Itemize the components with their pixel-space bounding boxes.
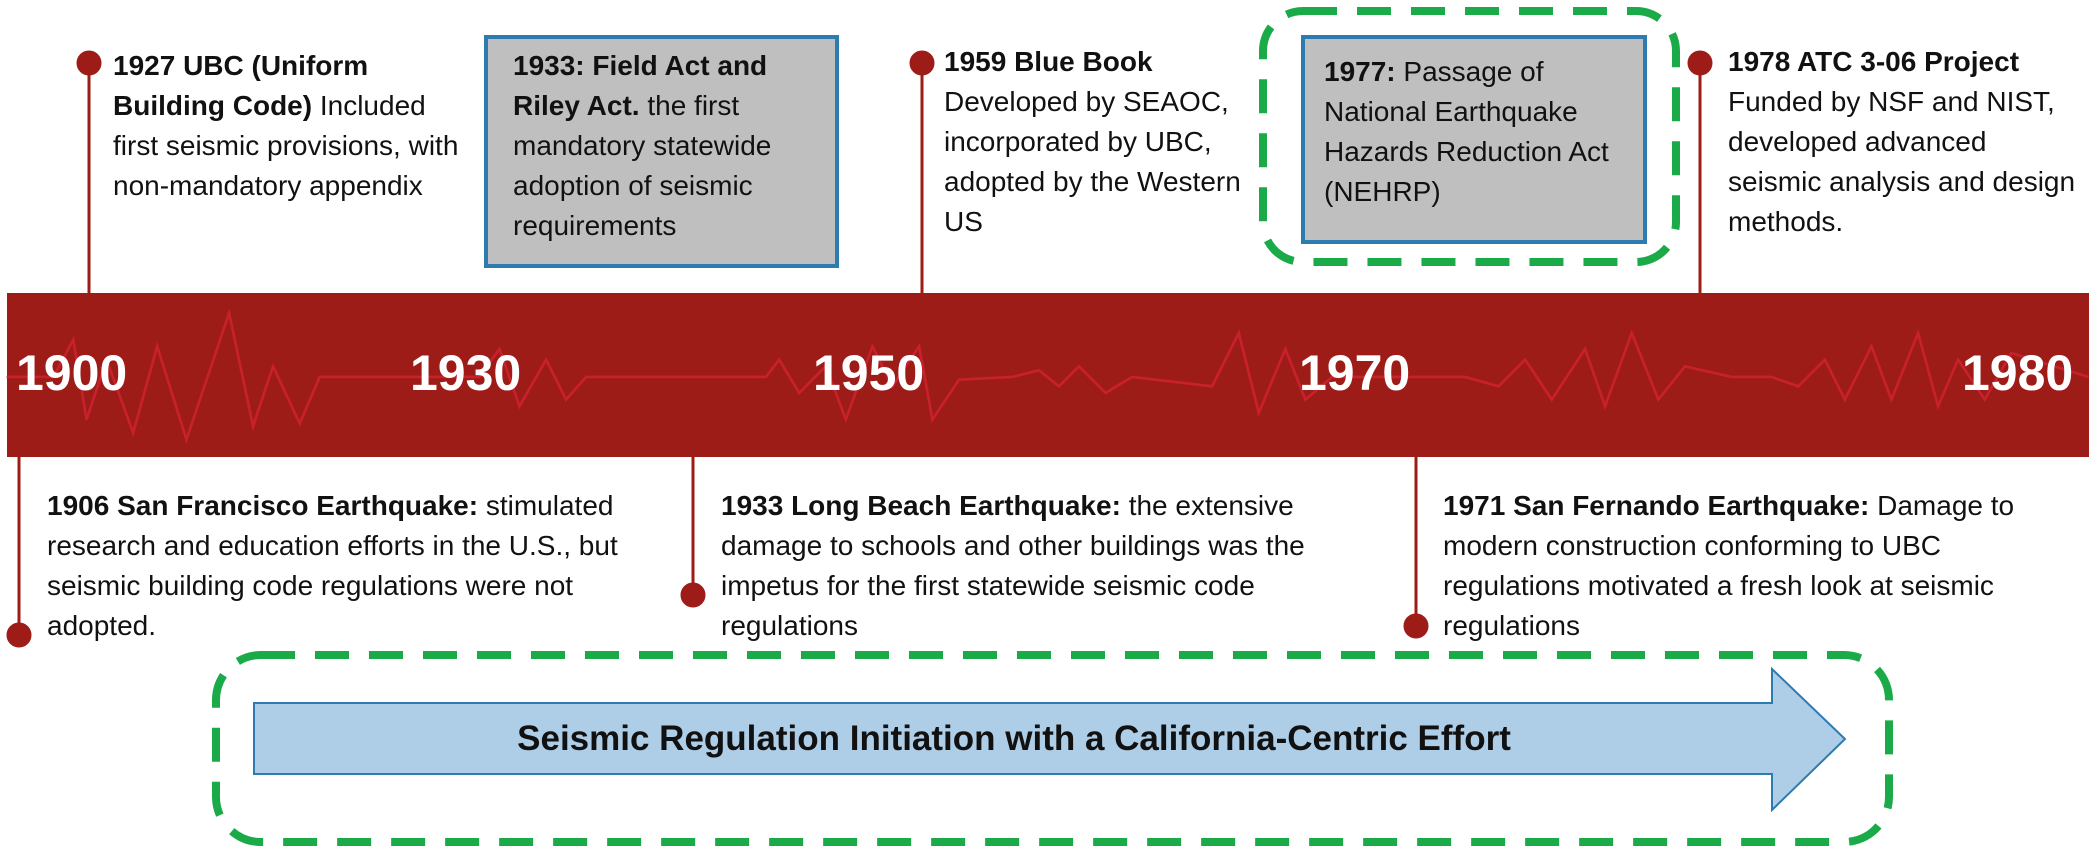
event-dot	[680, 582, 706, 608]
event-body: Developed by SEAOC, incorporated by UBC,…	[944, 86, 1241, 237]
event: 1977: Passage of National Earthquake Haz…	[1324, 52, 1634, 212]
arrow	[253, 666, 1847, 813]
event-body: stimulated research and education effort…	[47, 490, 618, 641]
event: 1906 San Francisco Earthquake: stimulate…	[47, 486, 677, 646]
year-label: 1970	[1299, 345, 1411, 401]
event-title: 1933 Long Beach Earthquake:	[721, 490, 1121, 521]
event-title: 1933: Field Act and Riley Act.	[513, 50, 768, 121]
year-label: 1980	[1962, 345, 2074, 401]
event: 1971 San Fernando Earthquake: Damage to …	[1443, 486, 2063, 646]
event: 1927 UBC (Uniform Building Code) Include…	[113, 46, 473, 206]
event-body: the extensive damage to schools and othe…	[721, 490, 1305, 641]
timeline-band	[7, 293, 2089, 457]
year-label: 1930	[410, 345, 522, 401]
event-title: 1927 UBC (Uniform Building Code)	[113, 50, 369, 121]
event: 1959 Blue Book Developed by SEAOC, incorp…	[944, 42, 1254, 242]
event-title: 1977:	[1324, 56, 1396, 87]
event-box	[1301, 35, 1647, 244]
event-body: the first mandatory statewide adoption o…	[513, 90, 772, 241]
event-dot	[909, 50, 935, 76]
seismic-wave	[6, 307, 2089, 444]
event-title: 1978 ATC 3-06 Project	[1728, 46, 2020, 77]
highlight-frame	[1259, 7, 1680, 266]
event-title: 1906 San Francisco Earthquake:	[47, 490, 479, 521]
event-body: Included first seismic provisions, with …	[113, 90, 459, 201]
event-title: 1971 San Fernando Earthquake:	[1443, 490, 1870, 521]
event-dot	[1403, 613, 1429, 639]
event-dot	[1687, 50, 1713, 76]
event-body: Funded by NSF and NIST, developed advanc…	[1728, 86, 2076, 237]
event-title: 1959 Blue Book	[944, 46, 1153, 77]
event-dot	[76, 50, 102, 76]
event-body: Passage of National Earthquake Hazards R…	[1324, 56, 1609, 207]
event-body: Damage to modern construction conforming…	[1443, 490, 2015, 641]
banner-text: Seismic Regulation Initiation with a Cal…	[517, 719, 1511, 758]
year-label: 1950	[813, 345, 925, 401]
highlight-frame	[212, 651, 1893, 846]
event-dot	[6, 622, 32, 648]
year-label: 1900	[16, 345, 128, 401]
event-box	[484, 35, 839, 268]
event: 1933: Field Act and Riley Act. the first…	[513, 46, 823, 246]
event: 1978 ATC 3-06 Project Funded by NSF and N…	[1728, 42, 2086, 242]
event: 1933 Long Beach Earthquake: the extensiv…	[721, 486, 1371, 646]
